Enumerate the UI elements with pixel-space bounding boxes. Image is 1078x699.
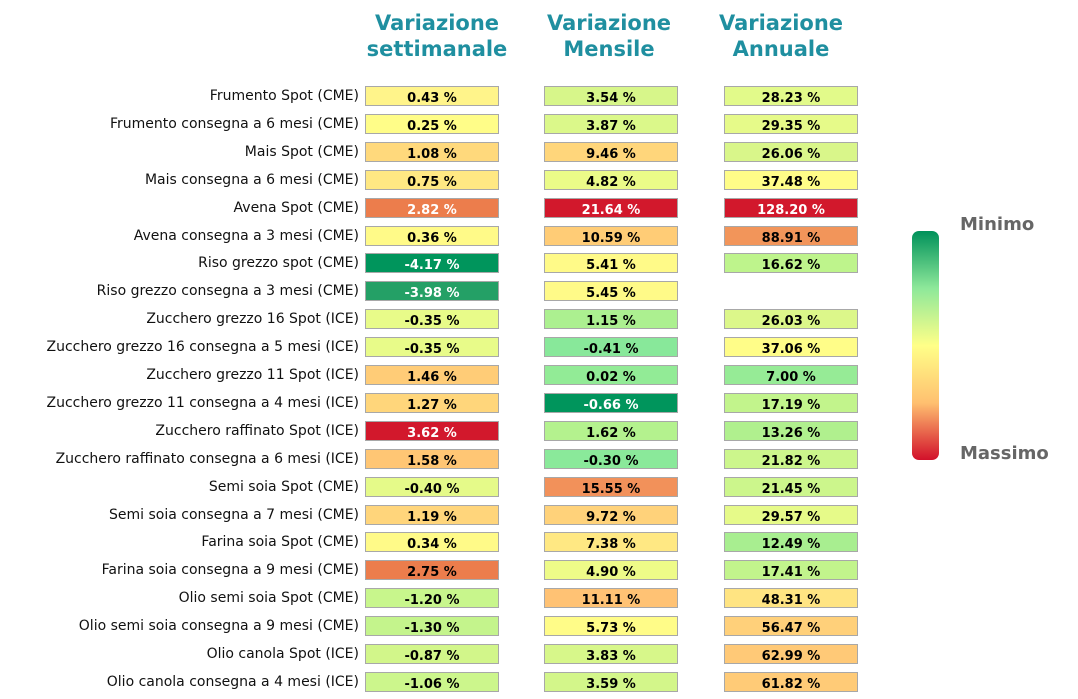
heatmap-cell: 1.62 % [544, 420, 678, 441]
row-label: Zucchero grezzo 16 Spot (ICE) [146, 311, 359, 328]
legend-min-label: Minimo [960, 214, 1035, 235]
heatmap-cell: 61.82 % [724, 671, 858, 692]
heatmap-cell: 29.35 % [724, 113, 858, 134]
heatmap-cell: 0.36 % [365, 225, 499, 246]
heatmap-cell: 21.45 % [724, 476, 858, 497]
heatmap-cell: 7.38 % [544, 532, 678, 553]
heatmap-cell: 0.34 % [365, 532, 499, 553]
heatmap-cell: 4.90 % [544, 560, 678, 581]
column-header-annual-line1: Variazione [718, 11, 844, 35]
heatmap-cell: 1.08 % [365, 141, 499, 162]
row-label: Riso grezzo consegna a 3 mesi (CME) [96, 283, 359, 300]
row-label: Zucchero raffinato consegna a 6 mesi (IC… [55, 450, 359, 467]
heatmap-cell: 13.26 % [724, 420, 858, 441]
heatmap-cell: 3.62 % [365, 420, 499, 441]
heatmap-cell: 0.02 % [544, 365, 678, 385]
heatmap-cell: 17.41 % [724, 560, 858, 581]
row-label: Olio canola Spot (ICE) [206, 646, 359, 662]
heatmap-cell: 0.25 % [365, 113, 499, 134]
row-label: Avena consegna a 3 mesi (CME) [133, 227, 359, 244]
heatmap-cell: 29.57 % [724, 504, 858, 525]
row-label: Riso grezzo spot (CME) [198, 255, 359, 272]
heatmap-cell: 28.23 % [724, 86, 858, 106]
heatmap-cell: 88.91 % [724, 225, 858, 246]
heatmap-cell: -4.17 % [365, 253, 499, 274]
heatmap-cell: -0.87 % [365, 644, 499, 664]
row-label: Avena Spot (CME) [233, 199, 359, 216]
heatmap-cell: 5.73 % [544, 616, 678, 637]
heatmap-cell: 10.59 % [544, 225, 678, 246]
heatmap-cell: 12.49 % [724, 532, 858, 553]
heatmap-cell: -0.30 % [544, 448, 678, 469]
column-header-annual: Variazione Annuale [701, 10, 861, 62]
row-label: Zucchero grezzo 11 consegna a 4 mesi (IC… [46, 394, 359, 411]
heatmap-cell: 9.72 % [544, 504, 678, 525]
heatmap-cell: 3.59 % [544, 671, 678, 692]
heatmap-cell: 37.06 % [724, 337, 858, 358]
heatmap-cell: 1.58 % [365, 448, 499, 469]
heatmap-cell: 1.46 % [365, 365, 499, 385]
row-label: Zucchero raffinato Spot (ICE) [155, 422, 359, 439]
heatmap-cell: 2.75 % [365, 560, 499, 581]
heatmap-cell: 0.75 % [365, 169, 499, 190]
row-label: Frumento Spot (CME) [209, 88, 359, 104]
row-label: Olio semi soia Spot (CME) [178, 590, 359, 607]
column-header-weekly-line1: Variazione [374, 11, 500, 35]
heatmap-cell: -0.35 % [365, 337, 499, 358]
heatmap-cell: -0.66 % [544, 392, 678, 413]
heatmap-cell: 1.27 % [365, 392, 499, 413]
heatmap-cell: 11.11 % [544, 588, 678, 609]
heatmap-cell: -3.98 % [365, 281, 499, 302]
heatmap-cell: 48.31 % [724, 588, 858, 609]
heatmap-cell: -1.20 % [365, 588, 499, 609]
heatmap-cell: 3.54 % [544, 86, 678, 106]
row-label: Olio canola consegna a 4 mesi (ICE) [106, 673, 359, 690]
row-label: Zucchero grezzo 16 consegna a 5 mesi (IC… [46, 339, 359, 356]
column-header-monthly: Variazione Mensile [529, 10, 689, 62]
column-header-weekly: Variazione settimanale [357, 10, 517, 62]
heatmap-cell: 0.43 % [365, 86, 499, 106]
heatmap-cell: -1.06 % [365, 671, 499, 692]
heatmap-cell: 21.64 % [544, 197, 678, 218]
heatmap-cell: 1.19 % [365, 504, 499, 525]
row-label: Farina soia consegna a 9 mesi (CME) [101, 562, 359, 579]
column-header-weekly-line2: settimanale [366, 37, 508, 61]
heatmap-cell: 7.00 % [724, 365, 858, 385]
heatmap-cell: 62.99 % [724, 644, 858, 664]
column-header-monthly-line1: Variazione [546, 11, 672, 35]
legend-max-label: Massimo [960, 443, 1049, 464]
heatmap-cell: 5.45 % [544, 281, 678, 302]
heatmap-cell: 2.82 % [365, 197, 499, 218]
row-label: Farina soia Spot (CME) [201, 534, 359, 551]
heatmap-cell: -0.35 % [365, 309, 499, 330]
row-label: Frumento consegna a 6 mesi (CME) [109, 115, 359, 132]
column-header-monthly-line2: Mensile [563, 37, 655, 61]
heatmap-cell: -1.30 % [365, 616, 499, 637]
heatmap-cell: 128.20 % [724, 197, 858, 218]
row-label: Semi soia consegna a 7 mesi (CME) [109, 506, 359, 523]
heatmap-cell: 26.03 % [724, 309, 858, 330]
legend-color-bar [912, 231, 939, 460]
heatmap-cell: 15.55 % [544, 476, 678, 497]
heatmap-cell: 21.82 % [724, 448, 858, 469]
heatmap-cell: 16.62 % [724, 253, 858, 274]
heatmap-cell: 56.47 % [724, 616, 858, 637]
heatmap-cell: -0.40 % [365, 476, 499, 497]
row-label: Mais consegna a 6 mesi (CME) [144, 171, 359, 188]
row-label: Olio semi soia consegna a 9 mesi (CME) [78, 618, 359, 635]
row-label: Zucchero grezzo 11 Spot (ICE) [146, 367, 359, 383]
heatmap-cell: 4.82 % [544, 169, 678, 190]
heatmap-cell: 37.48 % [724, 169, 858, 190]
row-label: Semi soia Spot (CME) [208, 478, 359, 495]
row-label: Mais Spot (CME) [244, 143, 359, 160]
column-header-annual-line2: Annuale [732, 37, 830, 61]
heatmap-cell: 3.83 % [544, 644, 678, 664]
heatmap-cell: -0.41 % [544, 337, 678, 358]
heatmap-cell: 9.46 % [544, 141, 678, 162]
heatmap-cell: 3.87 % [544, 113, 678, 134]
heatmap-cell: 5.41 % [544, 253, 678, 274]
heatmap-cell: 26.06 % [724, 141, 858, 162]
heatmap-cell: 17.19 % [724, 392, 858, 413]
heatmap-cell: 1.15 % [544, 309, 678, 330]
